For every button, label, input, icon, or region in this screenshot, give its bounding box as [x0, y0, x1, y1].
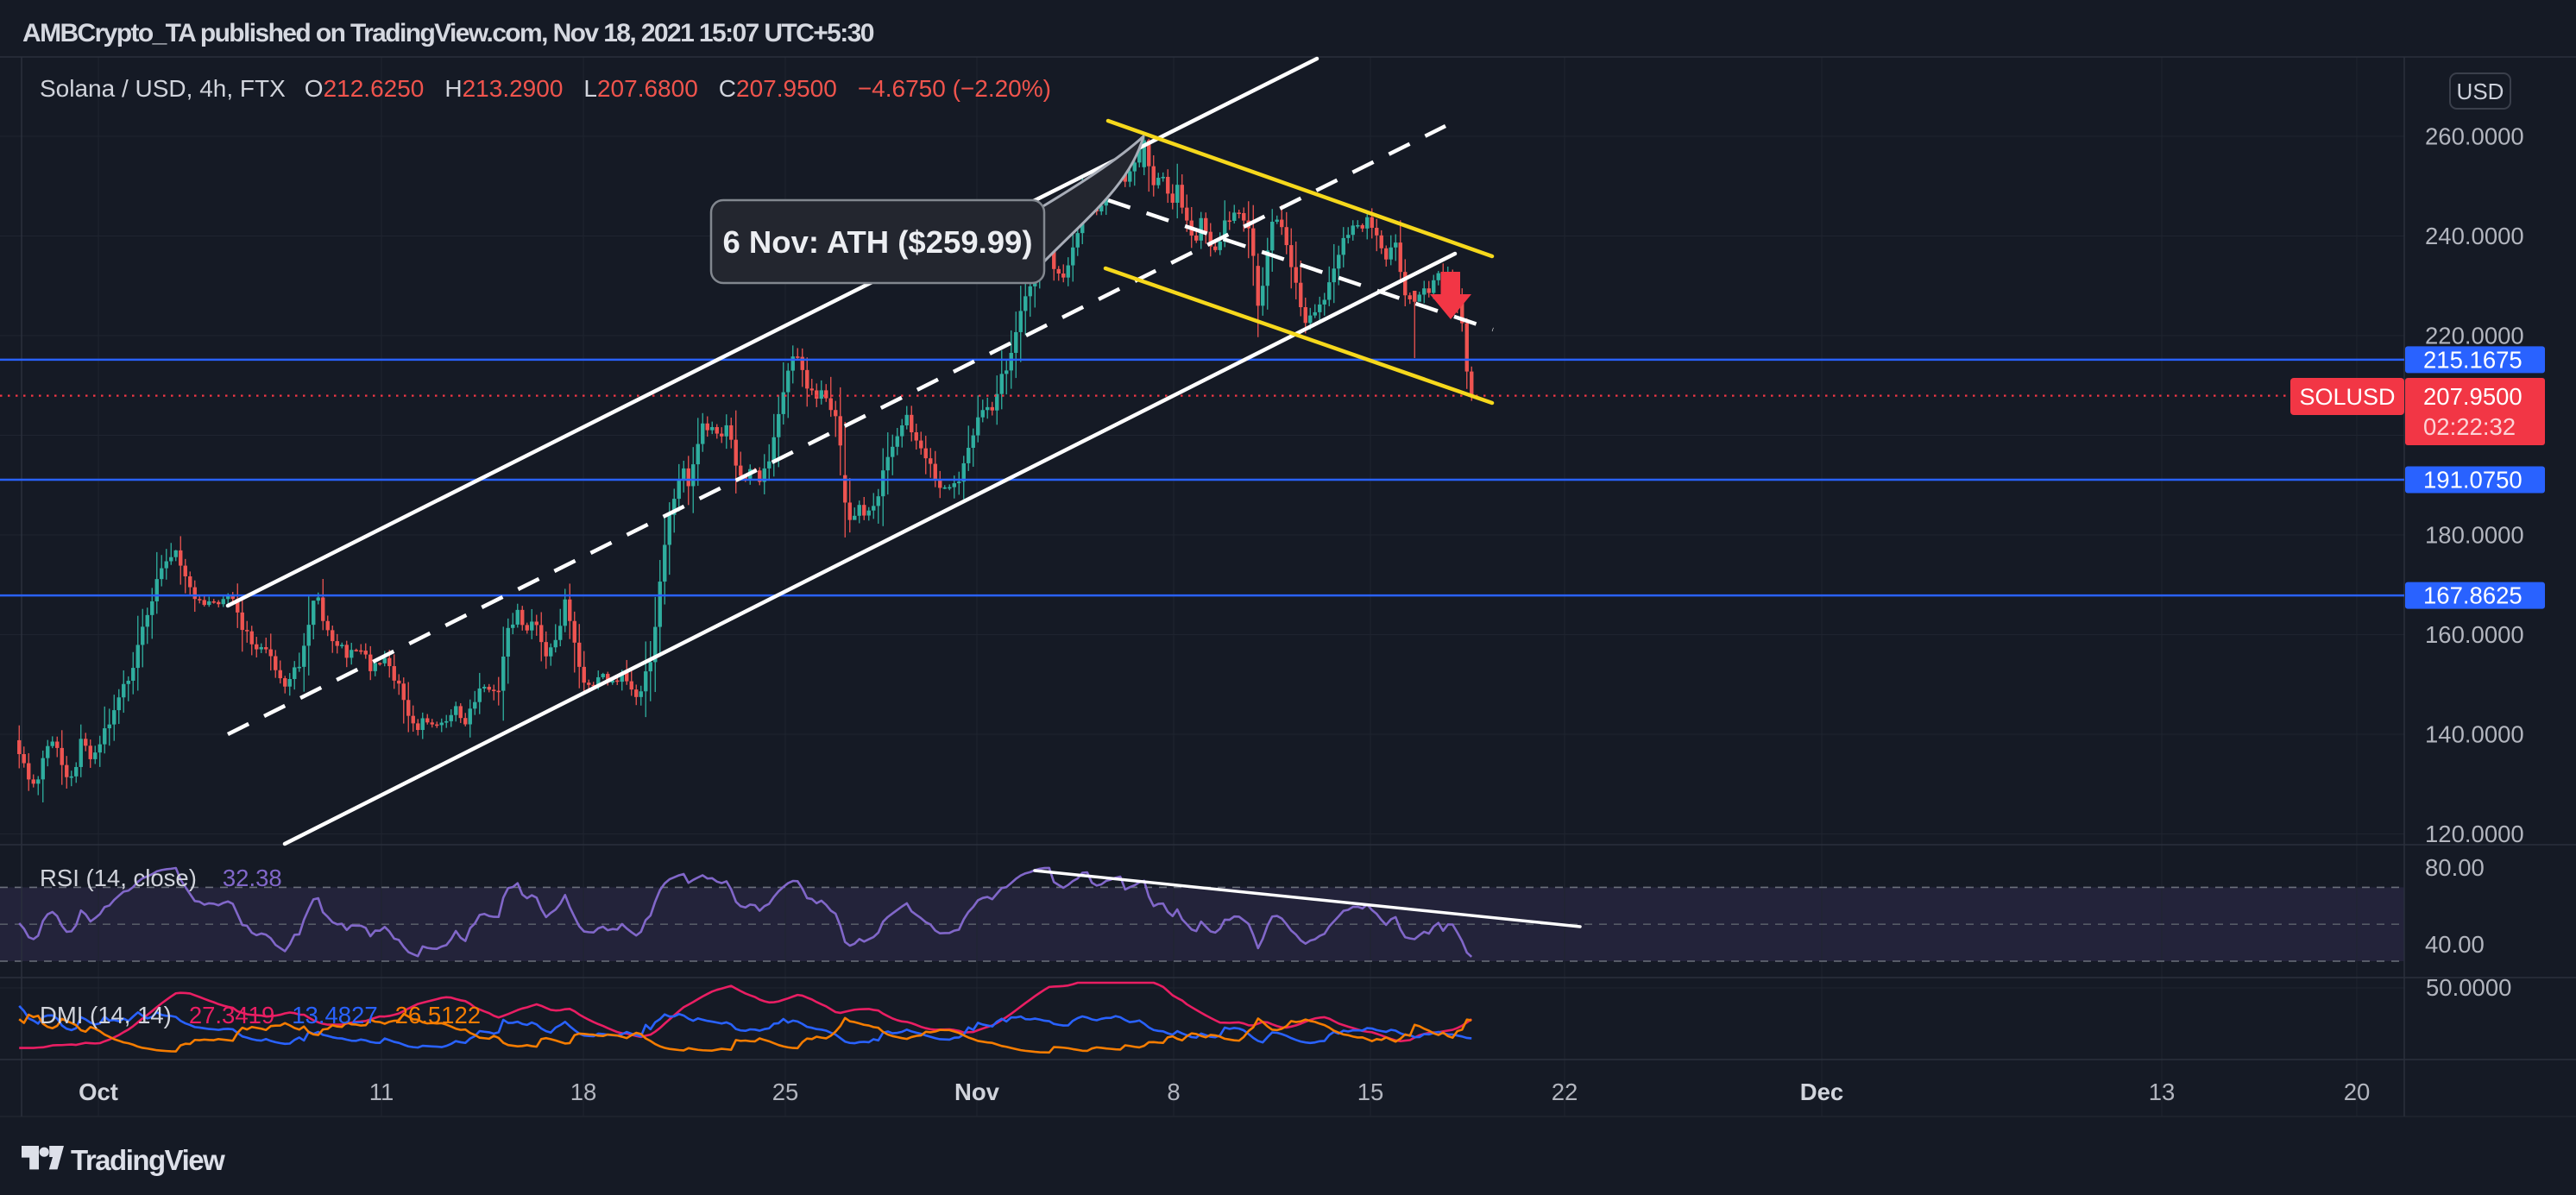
- svg-text:13: 13: [2149, 1079, 2176, 1105]
- svg-text:160.0000: 160.0000: [2425, 621, 2524, 648]
- svg-text:191.0750: 191.0750: [2423, 467, 2522, 494]
- svg-text:RSI (14, close)32.38: RSI (14, close) 32.38: [40, 865, 282, 891]
- svg-text:22: 22: [1552, 1079, 1578, 1105]
- svg-text:80.00: 80.00: [2425, 854, 2485, 881]
- svg-text:20: 20: [2344, 1079, 2371, 1105]
- svg-text:AMBCrypto_TA published on Trad: AMBCrypto_TA published on TradingView.co…: [22, 19, 874, 47]
- svg-text:15: 15: [1357, 1079, 1384, 1105]
- svg-text:40.00: 40.00: [2425, 931, 2485, 958]
- svg-text:25: 25: [772, 1079, 799, 1105]
- svg-text:120.0000: 120.0000: [2425, 821, 2524, 847]
- svg-text:02:22:32: 02:22:32: [2423, 413, 2516, 440]
- svg-text:SOLUSD: SOLUSD: [2299, 384, 2395, 410]
- svg-text:167.8625: 167.8625: [2423, 582, 2522, 609]
- svg-text:18: 18: [570, 1079, 597, 1105]
- svg-text:260.0000: 260.0000: [2425, 123, 2524, 150]
- svg-text:USD: USD: [2457, 79, 2504, 104]
- svg-text:240.0000: 240.0000: [2425, 223, 2524, 249]
- svg-text:Dec: Dec: [1800, 1079, 1843, 1105]
- svg-text:Oct: Oct: [79, 1079, 118, 1105]
- svg-text:6 Nov: ATH ($259.99): 6 Nov: ATH ($259.99): [722, 224, 1032, 260]
- svg-text:11: 11: [369, 1079, 394, 1105]
- svg-text:180.0000: 180.0000: [2425, 522, 2524, 549]
- svg-text:215.1675: 215.1675: [2423, 346, 2522, 373]
- svg-text:140.0000: 140.0000: [2425, 721, 2524, 748]
- svg-text:220.0000: 220.0000: [2425, 323, 2524, 349]
- svg-text:TradingView: TradingView: [71, 1144, 225, 1176]
- svg-text:207.9500: 207.9500: [2423, 383, 2522, 410]
- svg-text:50.0000: 50.0000: [2426, 974, 2511, 1001]
- svg-text:Nov: Nov: [954, 1079, 1000, 1105]
- svg-text:8: 8: [1167, 1079, 1180, 1105]
